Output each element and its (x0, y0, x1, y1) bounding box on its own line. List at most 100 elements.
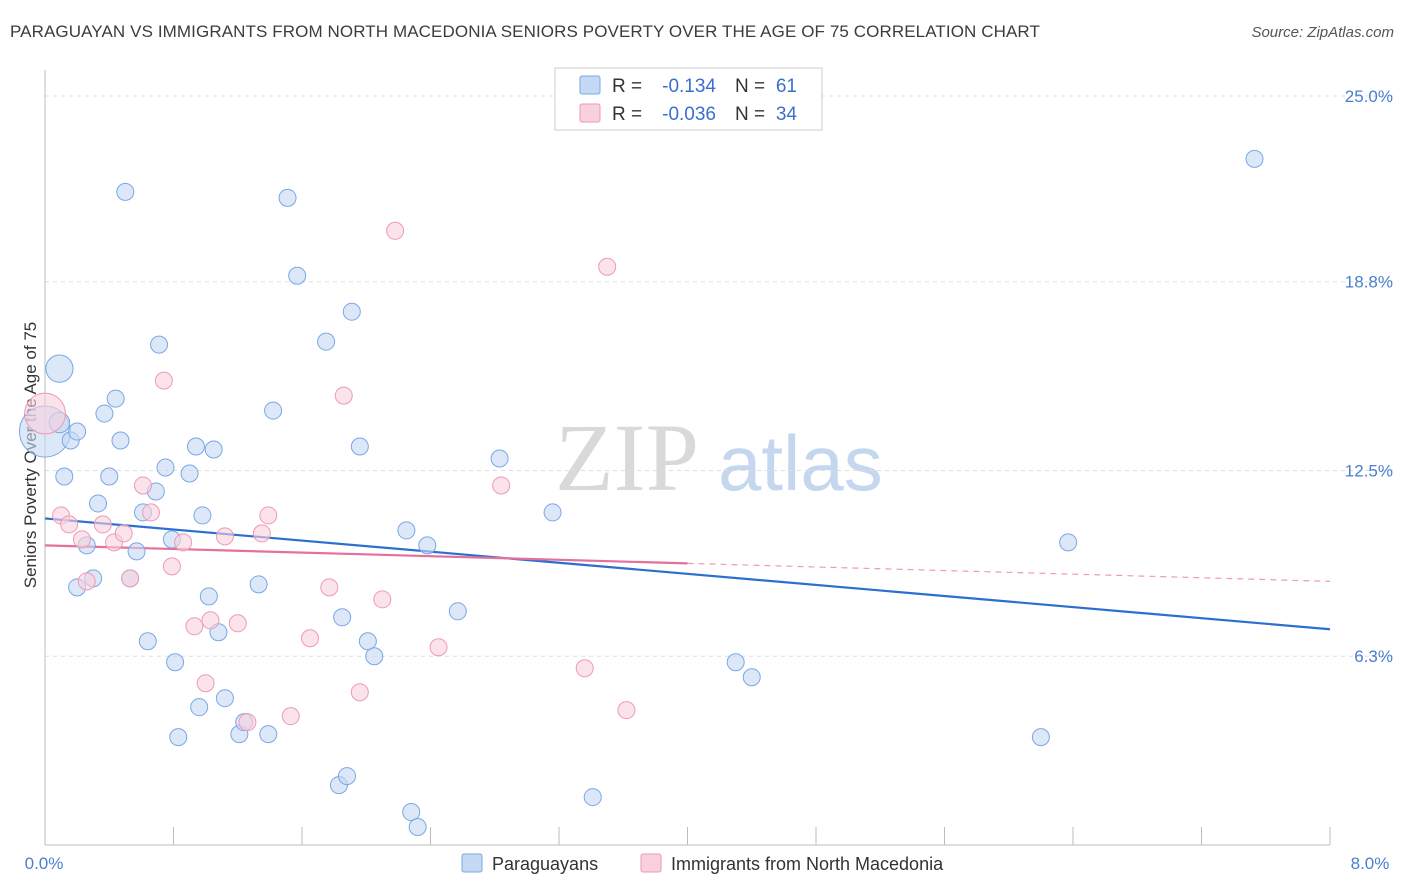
data-point-north-macedonia (320, 578, 339, 597)
data-point-north-macedonia (492, 476, 511, 495)
data-point-north-macedonia (373, 590, 392, 609)
data-point-paraguayans (418, 536, 437, 555)
x-tick-label-max: 8.0% (1351, 854, 1390, 873)
data-point-paraguayans (138, 632, 157, 651)
data-point-north-macedonia (77, 572, 96, 591)
data-points (19, 149, 1264, 837)
data-point-north-macedonia (24, 392, 66, 435)
legend-n-label-1: N = (735, 76, 765, 97)
y-tick-labels: 6.3% 12.5% 18.8% 25.0% (1345, 87, 1393, 666)
data-point-north-macedonia (386, 221, 405, 240)
data-point-north-macedonia (334, 386, 353, 405)
data-point-paraguayans (726, 653, 745, 672)
data-point-paraguayans (215, 689, 234, 708)
data-point-paraguayans (100, 467, 119, 486)
data-point-paraguayans (350, 437, 369, 456)
data-point-north-macedonia (60, 515, 79, 534)
data-point-paraguayans (742, 668, 761, 687)
data-point-north-macedonia (201, 611, 220, 630)
data-point-north-macedonia (301, 629, 320, 648)
data-point-paraguayans (116, 182, 135, 201)
data-point-paraguayans (193, 506, 212, 525)
data-point-paraguayans (278, 188, 297, 207)
data-point-paraguayans (1031, 728, 1050, 747)
correlation-legend: R = -0.134 N = 61 R = -0.036 N = 34 (554, 67, 823, 131)
legend-r-label-1: R = (612, 76, 642, 97)
data-point-paraguayans (106, 389, 125, 408)
data-point-paraguayans (111, 431, 130, 450)
data-point-paraguayans (333, 608, 352, 627)
watermark-zip: ZIP (555, 404, 699, 511)
data-point-north-macedonia (142, 503, 161, 522)
data-point-paraguayans (1245, 149, 1264, 168)
data-point-paraguayans (169, 728, 188, 747)
data-point-north-macedonia (196, 674, 215, 693)
data-point-north-macedonia (154, 371, 173, 390)
data-point-paraguayans (186, 437, 205, 456)
legend-r-value-1: -0.134 (662, 76, 716, 97)
legend-swatch-north-macedonia (579, 103, 601, 123)
data-point-paraguayans (259, 725, 278, 744)
x-tick-label-min: 0.0% (25, 854, 64, 873)
chart-title: PARAGUAYAN VS IMMIGRANTS FROM NORTH MACE… (10, 22, 1040, 41)
data-point-north-macedonia (215, 527, 234, 546)
legend-n-value-1: 61 (776, 76, 797, 97)
data-point-paraguayans (543, 503, 562, 522)
data-point-north-macedonia (575, 659, 594, 678)
source-note: Source: ZipAtlas.com (1251, 24, 1394, 41)
data-point-north-macedonia (114, 524, 133, 543)
data-point-north-macedonia (617, 701, 636, 720)
series-legend-swatch-paraguayans (461, 853, 483, 873)
data-point-paraguayans (204, 440, 223, 459)
legend-r-value-2: -0.036 (662, 104, 716, 125)
data-point-north-macedonia (252, 524, 271, 543)
trend-line-0 (44, 517, 1331, 631)
data-point-paraguayans (317, 332, 336, 351)
legend-swatch-paraguayans (579, 75, 601, 95)
data-point-north-macedonia (281, 707, 300, 726)
series-legend: Paraguayans Immigrants from North Macedo… (461, 853, 944, 874)
data-point-paraguayans (490, 449, 509, 468)
data-point-paraguayans (342, 302, 361, 321)
trend-lines (44, 517, 1331, 631)
legend-n-label-2: N = (735, 104, 765, 125)
data-point-paraguayans (150, 335, 169, 354)
data-point-paraguayans (190, 698, 209, 717)
data-point-paraguayans (127, 542, 146, 561)
x-ticks (173, 827, 1331, 845)
legend-n-value-2: 34 (776, 104, 798, 125)
data-point-paraguayans (156, 458, 175, 477)
data-point-paraguayans (199, 587, 218, 606)
y-axis-label: Seniors Poverty Over the Age of 75 (21, 322, 40, 588)
series-legend-swatch-north-macedonia (640, 853, 662, 873)
data-point-paraguayans (402, 803, 421, 822)
data-point-paraguayans (166, 653, 185, 672)
legend-r-label-2: R = (612, 104, 642, 125)
data-point-paraguayans (95, 404, 114, 423)
data-point-paraguayans (337, 767, 356, 786)
series-legend-label-north-macedonia: Immigrants from North Macedonia (671, 854, 944, 874)
trend-line-1 (44, 544, 688, 565)
data-point-north-macedonia (598, 257, 617, 276)
data-point-paraguayans (358, 632, 377, 651)
data-point-paraguayans (448, 602, 467, 621)
grid (45, 95, 1395, 657)
data-point-north-macedonia (133, 476, 152, 495)
data-point-paraguayans (397, 521, 416, 540)
watermark: ZIP atlas (555, 404, 883, 511)
data-point-paraguayans (408, 818, 427, 837)
y-tick-label: 6.3% (1354, 647, 1393, 666)
data-point-paraguayans (264, 401, 283, 420)
data-point-paraguayans (583, 788, 602, 807)
data-point-north-macedonia (429, 638, 448, 657)
data-point-paraguayans (365, 647, 384, 666)
data-point-north-macedonia (121, 569, 140, 588)
y-tick-label: 12.5% (1345, 461, 1393, 480)
data-point-paraguayans (249, 575, 268, 594)
data-point-north-macedonia (238, 713, 257, 732)
data-point-north-macedonia (185, 617, 204, 636)
data-point-paraguayans (89, 494, 108, 513)
data-point-paraguayans (45, 354, 74, 383)
data-point-north-macedonia (350, 683, 369, 702)
